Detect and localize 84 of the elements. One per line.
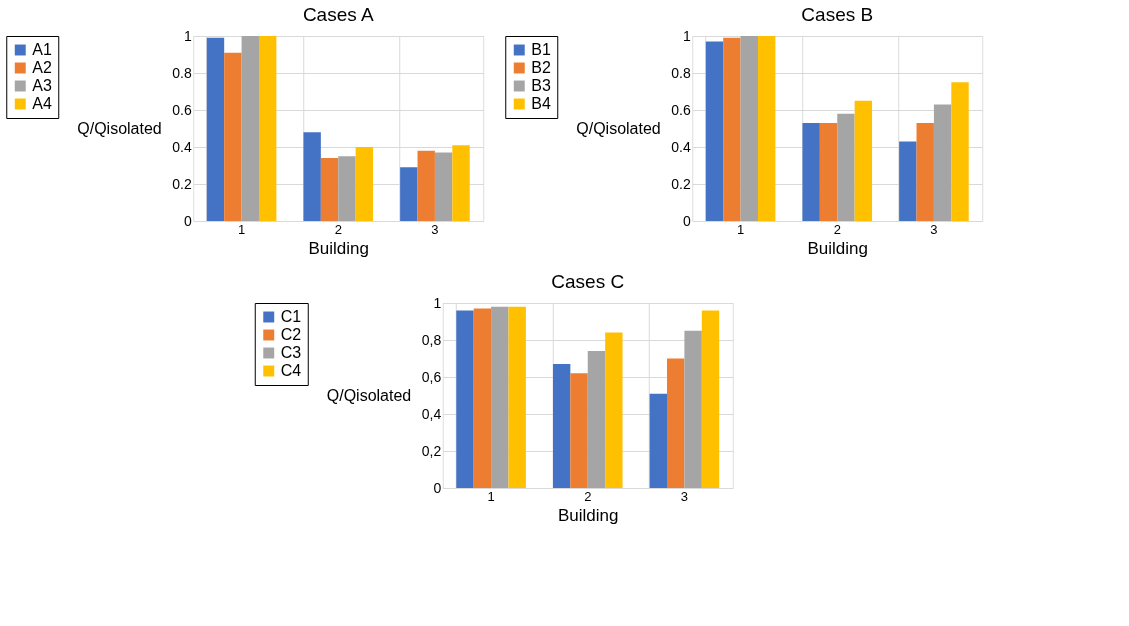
y-tick-label: 0.6 [172,101,192,118]
bar [303,132,321,221]
legend-label: A4 [32,95,52,112]
bar [649,393,668,488]
y-tick-label: 0.4 [172,138,192,155]
chart-title: Cases A [302,4,374,25]
y-tick-label: 0,8 [421,331,442,348]
bar [837,113,855,221]
y-tick-label: 0 [183,212,192,229]
bar [802,122,820,221]
bar [552,364,571,488]
legend-label: C3 [280,344,302,361]
bar [417,150,435,221]
bar [705,41,724,221]
x-tick-label: 2 [584,488,592,504]
y-tick-label: 0.8 [172,64,192,81]
bar [605,332,623,488]
legend-label: B3 [531,77,551,94]
bar [723,37,741,221]
x-tick-label: 1 [736,221,745,237]
y-tick-label: 0,2 [421,442,442,459]
legend-label: A3 [32,77,52,94]
bar [684,330,702,488]
y-tick-label: 0.2 [671,175,691,192]
x-tick-label: 2 [833,221,841,237]
bar [951,82,969,221]
x-tick-label: 1 [237,221,246,237]
bar [355,147,374,221]
legend-label: B1 [531,41,551,58]
y-axis-title: Q/Qisolated [326,386,412,404]
legend-label: B2 [531,59,551,76]
bar [434,152,453,221]
bar [206,37,225,221]
bar [933,104,952,221]
bar [491,306,509,488]
y-tick-label: 1 [183,27,192,44]
x-tick-label: 3 [431,221,439,237]
chart-title: Cases C [551,271,625,292]
y-tick-label: 1 [433,294,442,311]
legend-label: C1 [280,308,302,325]
bar [667,358,685,488]
bar [740,36,758,221]
x-tick-label: 3 [680,488,689,504]
bar [570,373,588,488]
y-axis-title: Q/Qisolated [576,119,661,137]
bar [916,122,934,221]
bar [899,141,917,221]
bar [456,310,474,488]
y-tick-label: 0,6 [421,368,442,385]
x-tick-label: 3 [930,221,938,237]
bar [701,310,720,488]
bar [338,156,356,221]
bar [224,52,242,221]
y-tick-label: 0 [433,479,442,496]
legend-label: B4 [531,95,551,112]
bar [819,122,838,221]
bar [452,145,470,221]
y-axis-title: Q/Qisolated [77,119,162,137]
y-tick-label: 0 [682,212,691,229]
x-tick-label: 2 [334,221,342,237]
bar [587,351,606,488]
y-tick-label: 1 [682,27,691,44]
chart-title: Cases B [801,4,874,25]
bar [241,36,259,221]
y-tick-label: 0,4 [421,405,442,422]
x-axis-title: Building [558,505,619,525]
legend-label: C4 [280,362,302,379]
bar [320,158,339,221]
bar [854,100,873,221]
bar [757,36,776,221]
y-tick-label: 0.8 [671,64,691,81]
bar [258,36,277,221]
y-tick-label: 0.4 [671,138,691,155]
y-tick-label: 0.2 [172,175,192,192]
legend-label: C2 [280,326,302,343]
x-axis-title: Building [308,238,369,258]
bar [508,306,526,488]
legend-label: A2 [32,59,52,76]
y-tick-label: 0.6 [671,101,691,118]
legend-label: A1 [32,41,52,58]
bar [473,308,492,488]
x-tick-label: 1 [487,488,495,504]
x-axis-title: Building [807,238,868,258]
bar [400,167,418,221]
